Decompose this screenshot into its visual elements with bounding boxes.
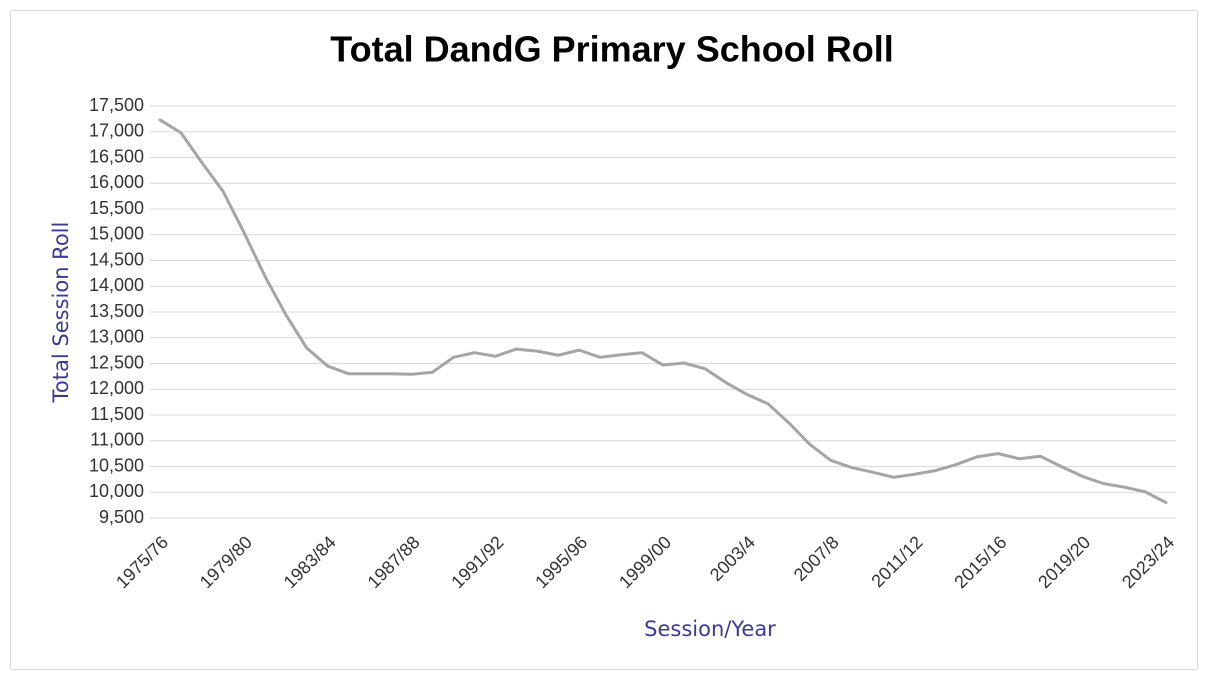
chart-border (10, 10, 1198, 670)
x-axis-title: Session/Year (644, 617, 776, 641)
y-tick-label: 13,000 (89, 327, 144, 347)
y-tick-label: 15,500 (89, 198, 144, 218)
line-series (158, 118, 1168, 505)
y-tick-label: 14,000 (89, 275, 144, 295)
y-tick-label: 16,500 (89, 146, 144, 166)
y-tick-label: 10,500 (89, 455, 144, 475)
chart-title: Total DandG Primary School Roll (330, 29, 893, 70)
y-tick-label: 10,000 (89, 481, 144, 501)
y-tick-label: 12,000 (89, 378, 144, 398)
y-tick-label: 12,500 (89, 352, 144, 372)
y-tick-label: 14,500 (89, 249, 144, 269)
y-tick-label: 17,500 (89, 95, 144, 115)
y-tick-label: 9,500 (99, 507, 144, 527)
y-tick-label: 11,000 (90, 430, 144, 450)
y-tick-label: 15,000 (89, 224, 144, 244)
y-axis-title: Total Session Roll (49, 222, 73, 404)
y-tick-label: 11,500 (90, 404, 144, 424)
y-tick-label: 16,000 (89, 172, 144, 192)
y-tick-label: 13,500 (89, 301, 144, 321)
y-tick-label: 17,000 (89, 121, 144, 141)
